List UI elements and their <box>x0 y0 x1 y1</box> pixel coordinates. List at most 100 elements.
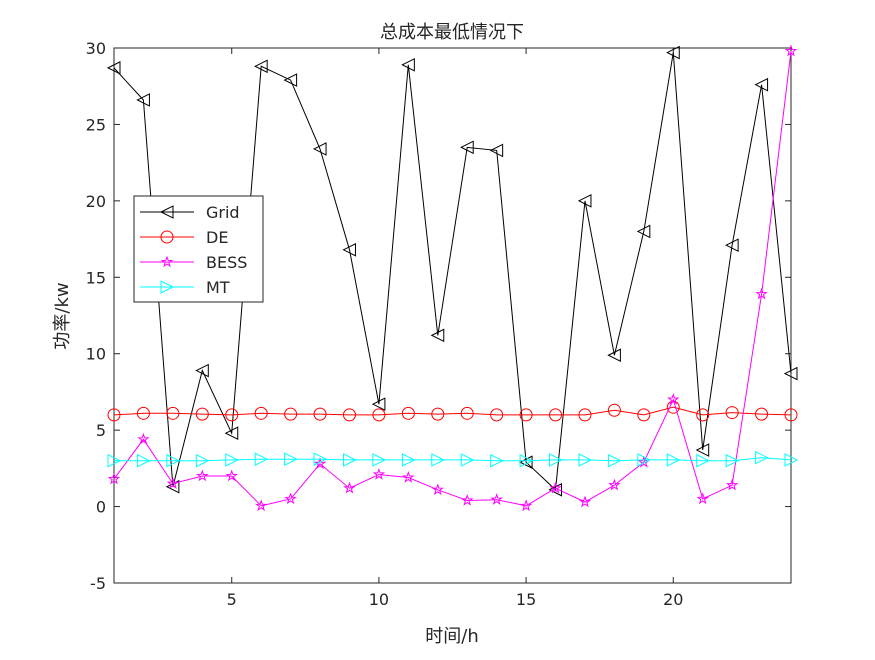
series-mt <box>107 450 799 468</box>
data-point-grid <box>106 61 121 75</box>
data-point-mt <box>431 453 445 467</box>
data-point-mt <box>284 452 298 466</box>
data-point-mt <box>607 453 622 468</box>
data-point-bess <box>107 472 121 485</box>
data-point-bess <box>578 495 592 508</box>
data-point-de <box>755 407 769 421</box>
legend-item-mt: MT <box>140 278 230 297</box>
data-point-bess <box>196 469 209 482</box>
legend-item-bess: BESS <box>140 253 247 272</box>
data-point-bess <box>549 481 562 494</box>
data-point-de <box>549 408 563 422</box>
axes-box <box>113 47 792 584</box>
data-point-mt <box>666 453 681 467</box>
data-point-bess <box>284 492 297 505</box>
data-point-bess <box>313 457 327 470</box>
data-point-mt <box>725 453 740 468</box>
y-tick-label: 30 <box>86 39 106 58</box>
data-point-de <box>607 403 621 417</box>
chart-title: 总成本最低情况下 <box>380 22 524 43</box>
data-point-grid <box>548 482 563 497</box>
data-point-de <box>166 406 180 420</box>
data-point-mt <box>136 453 151 468</box>
data-point-bess <box>755 287 768 300</box>
data-point-bess <box>225 469 238 482</box>
data-point-bess <box>696 492 709 505</box>
data-point-bess <box>343 481 356 494</box>
x-tick-label: 5 <box>227 590 237 609</box>
series-line-bess <box>113 51 792 507</box>
data-point-mt <box>313 452 328 466</box>
data-point-grid <box>666 45 680 60</box>
series-de <box>107 400 798 422</box>
y-tick-label: 20 <box>86 192 106 211</box>
data-point-mt <box>254 452 269 466</box>
data-point-de <box>490 408 504 422</box>
y-axis-label: 功率/kw <box>52 282 73 349</box>
legend-item-de: DE <box>140 228 228 247</box>
data-point-grid <box>460 140 474 155</box>
x-tick-label: 20 <box>663 590 683 609</box>
data-point-mt <box>637 453 651 467</box>
data-point-de <box>107 408 121 422</box>
legend-box <box>133 195 264 303</box>
data-point-bess <box>431 483 444 496</box>
data-point-grid <box>489 143 504 158</box>
data-point-de <box>637 408 651 422</box>
data-point-bess <box>490 493 503 505</box>
legend-item-grid: Grid <box>140 203 240 222</box>
y-tick-label: 15 <box>86 268 106 287</box>
series-grid <box>106 45 798 497</box>
legend-marker <box>159 205 174 219</box>
data-point-grid <box>518 455 533 470</box>
series-bess <box>107 44 798 512</box>
data-point-grid <box>783 366 798 381</box>
data-point-grid <box>725 238 739 252</box>
data-point-de <box>284 407 298 421</box>
series-line-de <box>113 406 792 416</box>
data-point-de <box>313 407 327 421</box>
data-point-bess <box>372 467 386 480</box>
data-point-bess <box>725 478 739 491</box>
data-point-grid <box>607 348 621 363</box>
data-point-mt <box>755 450 769 465</box>
legend-label: Grid <box>206 203 240 222</box>
data-point-grid <box>283 73 298 87</box>
data-point-de <box>578 408 592 422</box>
legend-marker <box>160 230 174 244</box>
data-point-mt <box>401 453 416 467</box>
y-tick-label: 10 <box>86 345 106 364</box>
data-point-bess <box>784 44 798 57</box>
data-point-bess <box>402 470 415 483</box>
data-point-bess <box>667 393 680 405</box>
data-point-de <box>372 408 386 422</box>
y-tick-label: 5 <box>96 421 106 440</box>
data-point-bess <box>254 499 268 512</box>
data-point-mt <box>696 453 710 468</box>
data-point-de <box>225 408 239 422</box>
data-point-de <box>401 406 415 420</box>
data-point-de <box>696 408 710 422</box>
data-point-grid <box>195 363 209 378</box>
data-point-grid <box>224 426 239 441</box>
x-tick-label: 10 <box>369 590 389 609</box>
data-point-de <box>136 406 150 420</box>
data-point-bess <box>166 477 179 489</box>
data-point-grid <box>401 58 415 72</box>
data-point-de <box>460 406 474 420</box>
data-point-mt <box>460 453 475 467</box>
data-point-grid <box>695 443 710 457</box>
data-point-grid <box>136 93 150 107</box>
data-point-mt <box>372 453 387 467</box>
legend-marker <box>160 280 175 294</box>
data-point-grid <box>342 242 356 257</box>
legend-marker <box>160 255 174 268</box>
data-point-bess <box>608 478 621 491</box>
data-point-bess <box>461 494 474 506</box>
data-point-grid <box>430 328 445 343</box>
legend-label: BESS <box>206 253 247 272</box>
data-point-mt <box>342 453 357 467</box>
data-point-de <box>195 407 209 421</box>
